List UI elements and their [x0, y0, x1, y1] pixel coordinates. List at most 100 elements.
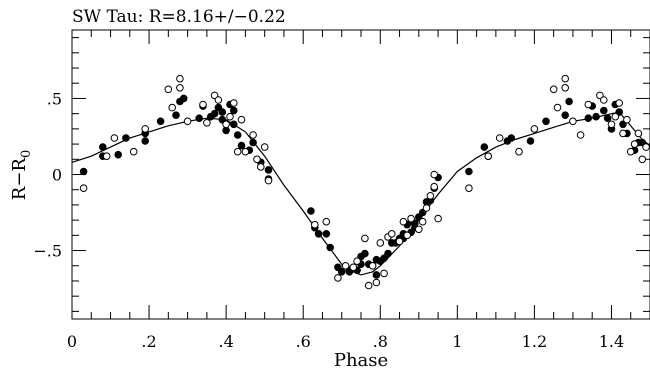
filled-data-point [526, 137, 535, 145]
filled-data-point [507, 134, 516, 142]
filled-data-point [372, 271, 381, 279]
filled-data-point [326, 243, 335, 252]
open-data-point [253, 155, 261, 164]
y-axis-label-subscript: 0 [19, 150, 34, 158]
filled-data-point [179, 94, 188, 103]
filled-data-point [361, 249, 369, 258]
filled-data-point [195, 114, 203, 122]
open-data-point [322, 217, 331, 226]
filled-data-point [172, 111, 180, 119]
filled-data-point [79, 167, 88, 176]
fit-curve [71, 111, 650, 276]
x-tick-label: .4 [219, 332, 234, 351]
filled-data-point [141, 137, 149, 145]
open-data-point [619, 129, 627, 138]
open-data-point [341, 262, 350, 270]
open-data-point [372, 278, 381, 287]
open-data-point [407, 214, 415, 223]
open-data-point [260, 143, 269, 151]
open-data-point [530, 125, 539, 133]
open-data-point [465, 184, 473, 192]
open-data-point [176, 74, 184, 83]
open-data-point [630, 140, 639, 148]
filled-data-point [337, 268, 346, 276]
open-data-point [422, 204, 431, 212]
y-tick-label: −.5 [33, 242, 62, 261]
filled-data-point [237, 141, 246, 150]
data-points [79, 74, 650, 290]
open-data-point [79, 184, 88, 192]
open-data-point [576, 131, 585, 139]
open-data-point [634, 129, 643, 138]
filled-data-point [565, 97, 573, 106]
open-data-point [615, 99, 624, 107]
filled-data-point [465, 167, 473, 176]
chart-title: SW Tau: R=8.16+/−0.22 [72, 7, 286, 27]
open-data-point [638, 155, 647, 164]
filled-data-point [264, 166, 273, 174]
open-data-point [611, 112, 620, 121]
open-data-point [376, 239, 385, 247]
open-data-point [353, 257, 361, 266]
open-data-point [164, 85, 173, 94]
open-data-point [434, 214, 442, 223]
filled-data-point [314, 230, 323, 238]
open-data-point [222, 120, 230, 129]
filled-data-point [218, 108, 227, 116]
open-data-point [311, 220, 319, 229]
open-data-point [426, 192, 435, 200]
axis-ticks [72, 30, 650, 319]
open-data-point [561, 84, 570, 92]
filled-data-point [600, 106, 608, 115]
open-data-point [214, 96, 223, 104]
open-data-point [495, 134, 504, 142]
filled-data-point [122, 134, 130, 142]
open-data-point [553, 103, 562, 112]
open-data-point [199, 100, 207, 109]
filled-data-point [584, 114, 593, 122]
open-data-point [230, 99, 238, 107]
open-data-point [642, 143, 650, 151]
y-axis-label-main: R−R [9, 158, 30, 201]
open-data-point [549, 85, 558, 94]
open-data-point [364, 281, 373, 290]
open-data-point [418, 217, 427, 226]
filled-data-point [233, 131, 242, 139]
filled-data-point [480, 143, 489, 151]
open-data-point [264, 176, 273, 185]
open-data-point [388, 230, 396, 238]
open-data-point [168, 103, 176, 112]
open-data-point [561, 74, 570, 83]
x-tick-label: 1.4 [599, 332, 624, 351]
open-data-point [395, 237, 404, 246]
open-data-point [102, 152, 111, 160]
open-data-point [349, 263, 358, 272]
filled-data-point [156, 117, 165, 126]
x-tick-label: 0 [67, 332, 77, 351]
filled-data-point [307, 207, 315, 215]
open-data-point [176, 84, 184, 92]
open-data-point [141, 125, 149, 133]
x-tick-label: .2 [141, 332, 156, 351]
open-data-point [110, 134, 119, 142]
x-tick-label: 1.2 [522, 332, 547, 351]
filled-data-point [384, 249, 392, 258]
filled-data-point [542, 117, 550, 126]
filled-data-point [99, 143, 107, 151]
open-data-point [399, 217, 408, 226]
open-data-point [237, 115, 246, 124]
open-data-point [623, 115, 631, 124]
x-tick-label: .8 [373, 332, 388, 351]
open-data-point [129, 147, 138, 156]
filled-data-point [230, 120, 238, 129]
open-data-point [368, 262, 377, 270]
filled-data-point [561, 111, 570, 119]
open-data-point [430, 170, 439, 179]
open-data-point [415, 225, 423, 234]
open-data-point [430, 182, 439, 191]
filled-data-point [114, 150, 122, 159]
filled-data-point [230, 106, 238, 115]
open-data-point [484, 152, 493, 160]
filled-data-point [603, 114, 612, 122]
x-axis-label: Phase [334, 350, 388, 369]
